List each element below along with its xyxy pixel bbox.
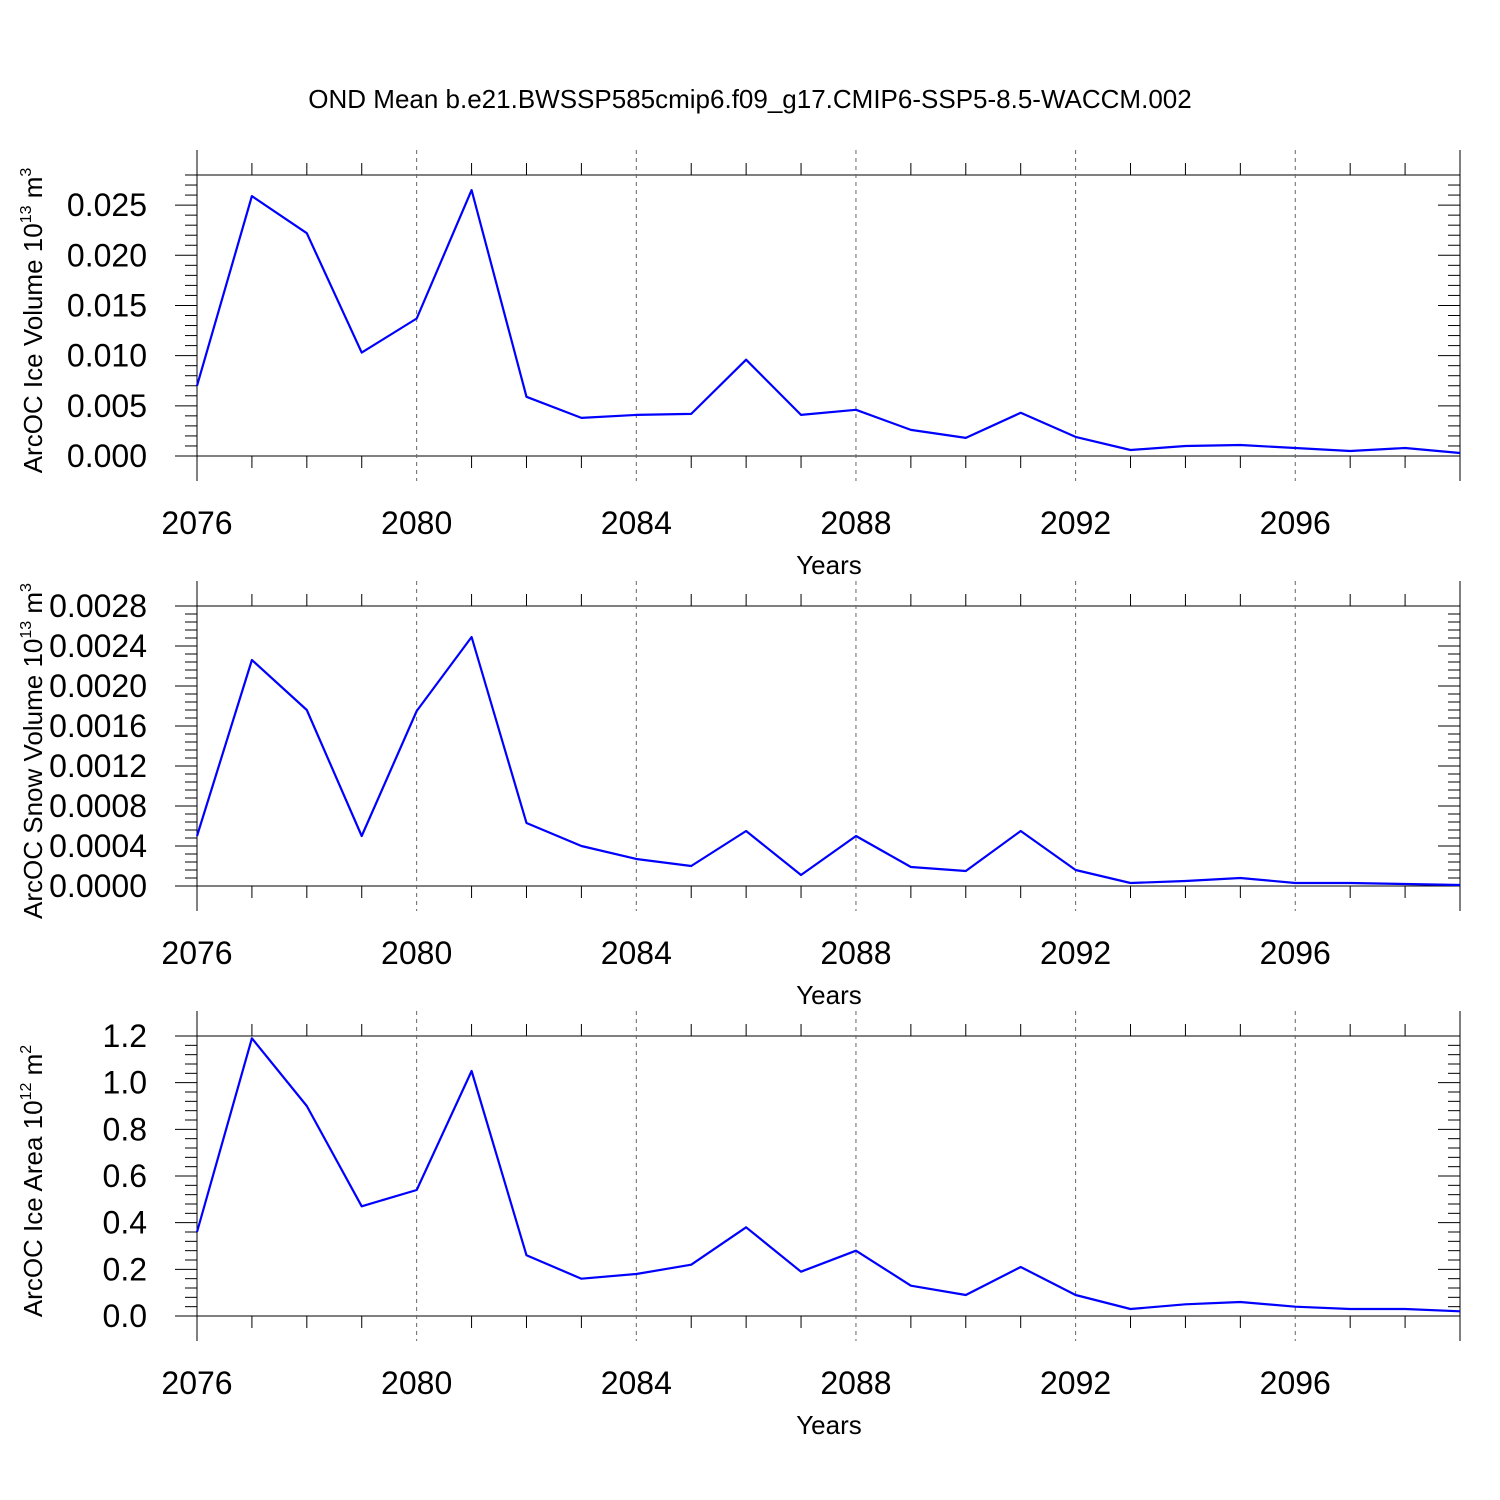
ice-area-panel: 2076 2080 2084 2088 2092 2096 Years 0.0 0.2 0.4 0.… bbox=[18, 1011, 1461, 1440]
x-tick-label: 2092 bbox=[1040, 505, 1111, 541]
y-axis-title: ArcOC Snow Volume 1013 m3 bbox=[18, 583, 48, 919]
y-axis-title-text: ArcOC Ice Volume 10 bbox=[18, 223, 48, 473]
snow-volume-panel: 2076 2080 2084 2088 2092 2096 Years 0.0000 0.000… bbox=[18, 581, 1461, 1010]
y-tick-label: 0.010 bbox=[67, 338, 147, 374]
series-line bbox=[195, 635, 1461, 887]
y-tick-label: 0.000 bbox=[67, 438, 147, 474]
y-tick-label: 0.8 bbox=[103, 1111, 147, 1147]
y-tick-label: 0.6 bbox=[103, 1158, 147, 1194]
x-tick-label: 2088 bbox=[820, 935, 891, 971]
x-tick-label: 2076 bbox=[161, 935, 232, 971]
x-axis-title: Years bbox=[796, 1410, 862, 1440]
y-tick-label: 0.0024 bbox=[49, 628, 147, 664]
y-tick-label: 0.0008 bbox=[49, 788, 147, 824]
y-tick-label: 0.020 bbox=[67, 237, 147, 273]
y-tick-label: 0.005 bbox=[67, 388, 147, 424]
x-tick-label: 2076 bbox=[161, 505, 232, 541]
y-tick-label: 0.0004 bbox=[49, 828, 147, 864]
y-axis-title-text: ArcOC Snow Volume 10 bbox=[18, 639, 48, 919]
x-tick-label: 2092 bbox=[1040, 935, 1111, 971]
y-axis-title-exponent: 12 bbox=[18, 1083, 35, 1101]
x-tick-label: 2088 bbox=[820, 1365, 891, 1401]
x-tick-label: 2096 bbox=[1260, 505, 1331, 541]
y-axis-title-exponent: 13 bbox=[18, 621, 35, 639]
series-line bbox=[195, 189, 1461, 455]
y-tick-label: 0.0020 bbox=[49, 668, 147, 704]
x-axis-title: Years bbox=[796, 550, 862, 580]
y-axis-title-unit-exponent: 3 bbox=[18, 168, 35, 177]
figure-title: OND Mean b.e21.BWSSP585cmip6.f09_g17.CMI… bbox=[308, 84, 1191, 114]
x-tick-label: 2084 bbox=[601, 935, 672, 971]
x-tick-label: 2092 bbox=[1040, 1365, 1111, 1401]
y-axis-title-unit-exponent: 3 bbox=[18, 583, 35, 592]
y-tick-label: 0.025 bbox=[67, 187, 147, 223]
y-tick-label: 0.0016 bbox=[49, 708, 147, 744]
y-tick-label: 0.015 bbox=[67, 287, 147, 323]
y-tick-label: 0.0012 bbox=[49, 748, 147, 784]
y-tick-label: 0.0000 bbox=[49, 868, 147, 904]
x-tick-label: 2096 bbox=[1260, 1365, 1331, 1401]
series-line bbox=[195, 1037, 1461, 1313]
x-tick-label: 2088 bbox=[820, 505, 891, 541]
y-axis-title-unit: m bbox=[18, 1054, 48, 1083]
y-axis-title-exponent: 13 bbox=[18, 205, 35, 223]
y-tick-label: 1.2 bbox=[103, 1018, 147, 1054]
y-tick-label: 0.4 bbox=[103, 1205, 147, 1241]
x-tick-label: 2076 bbox=[161, 1365, 232, 1401]
y-axis-title-unit: m bbox=[18, 177, 48, 206]
x-axis-title: Years bbox=[796, 980, 862, 1010]
y-axis-title: ArcOC Ice Volume 1013 m3 bbox=[18, 168, 48, 474]
y-axis-title: ArcOC Ice Area 1012 m2 bbox=[18, 1045, 48, 1317]
ice-volume-panel: 2076 2080 2084 2088 2092 2096 Years 0.000 0.005 0… bbox=[18, 150, 1461, 580]
y-axis-title-text: ArcOC Ice Area 10 bbox=[18, 1100, 48, 1317]
x-tick-label: 2084 bbox=[601, 1365, 672, 1401]
y-tick-label: 1.0 bbox=[103, 1065, 147, 1101]
x-tick-label: 2084 bbox=[601, 505, 672, 541]
x-tick-label: 2080 bbox=[381, 505, 452, 541]
x-tick-label: 2080 bbox=[381, 935, 452, 971]
y-axis-title-unit: m bbox=[18, 592, 48, 621]
y-axis-title-unit-exponent: 2 bbox=[18, 1045, 35, 1054]
x-tick-label: 2096 bbox=[1260, 935, 1331, 971]
y-tick-label: 0.2 bbox=[103, 1251, 147, 1287]
y-tick-label: 0.0028 bbox=[49, 588, 147, 624]
x-tick-label: 2080 bbox=[381, 1365, 452, 1401]
y-tick-label: 0.0 bbox=[103, 1298, 147, 1334]
